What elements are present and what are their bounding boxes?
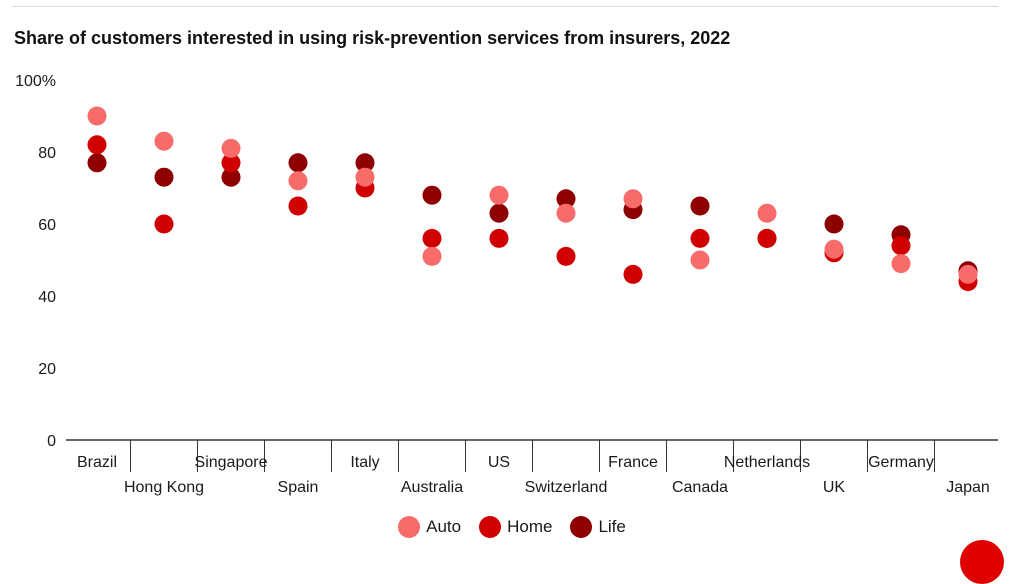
data-point-life (221, 167, 241, 187)
data-point-auto (355, 167, 375, 187)
data-point-home (87, 135, 107, 155)
legend-label-life: Life (598, 517, 626, 536)
data-point-life (288, 153, 308, 173)
data-point-auto (288, 171, 308, 191)
data-point-auto (422, 246, 442, 266)
data-point-home (154, 214, 174, 234)
data-point-home (690, 228, 710, 248)
y-tick-label: 40 (38, 289, 56, 306)
data-point-life (556, 189, 576, 209)
legend-label-home: Home (507, 517, 553, 536)
brand-logo (960, 540, 1004, 584)
y-tick-label: 80 (38, 145, 56, 162)
y-tick-label: 20 (38, 361, 56, 378)
data-point-auto (221, 138, 241, 158)
legend-label-auto: Auto (426, 517, 462, 536)
chart-title: Share of customers interested in using r… (14, 28, 731, 48)
x-tick-label: Australia (401, 479, 463, 496)
data-point-life (87, 153, 107, 173)
data-point-home (556, 246, 576, 266)
x-tick-label: France (608, 454, 658, 471)
x-tick-label: Spain (278, 479, 319, 496)
x-tick-label: Switzerland (525, 479, 608, 496)
data-point-auto (891, 254, 911, 274)
data-point-home (221, 153, 241, 173)
data-point-auto (154, 131, 174, 151)
x-tick-label: Germany (868, 454, 934, 471)
legend-item-home[interactable]: Home (479, 516, 552, 538)
legend-swatch-auto (398, 516, 421, 538)
legend-item-life[interactable]: Life (570, 516, 626, 538)
x-tick-label: US (488, 454, 510, 471)
legend-swatch-home (479, 516, 502, 538)
x-tick-label: Canada (672, 479, 728, 496)
data-point-life (690, 196, 710, 216)
data-point-life (489, 203, 509, 223)
legend: Auto Home Life (0, 516, 1024, 538)
data-point-auto (623, 189, 643, 209)
x-tick-label: Netherlands (724, 454, 810, 471)
data-point-home (623, 264, 643, 284)
x-tick-label: Singapore (195, 454, 268, 471)
data-point-life (824, 214, 844, 234)
y-tick-label: 0 (47, 433, 56, 450)
scatter-chart: 0 20 40 60 80 100% Brazil Hong Kong Singapore Spa… (15, 73, 998, 496)
data-point-life (154, 167, 174, 187)
data-point-home (757, 228, 777, 248)
data-point-auto (824, 239, 844, 259)
x-tick-label: UK (823, 479, 846, 496)
data-point-life (422, 185, 442, 205)
data-point-home (422, 228, 442, 248)
x-tick-label: Italy (350, 454, 379, 471)
data-point-auto (958, 264, 978, 284)
data-point-auto (556, 203, 576, 223)
data-point-home (288, 196, 308, 216)
data-point-auto (87, 106, 107, 126)
legend-swatch-life (570, 516, 593, 538)
x-tick-label: Japan (946, 479, 990, 496)
y-tick-label: 60 (38, 217, 56, 234)
y-tick-label: 100% (15, 73, 56, 90)
data-point-home (489, 228, 509, 248)
x-tick-label: Brazil (77, 454, 117, 471)
data-point-home (891, 236, 911, 256)
top-divider (12, 6, 998, 7)
data-point-auto (489, 185, 509, 205)
data-point-auto (690, 250, 710, 270)
data-point-auto (757, 203, 777, 223)
x-tick-label: Hong Kong (124, 479, 204, 496)
legend-item-auto[interactable]: Auto (398, 516, 461, 538)
data-point-life (355, 153, 375, 173)
